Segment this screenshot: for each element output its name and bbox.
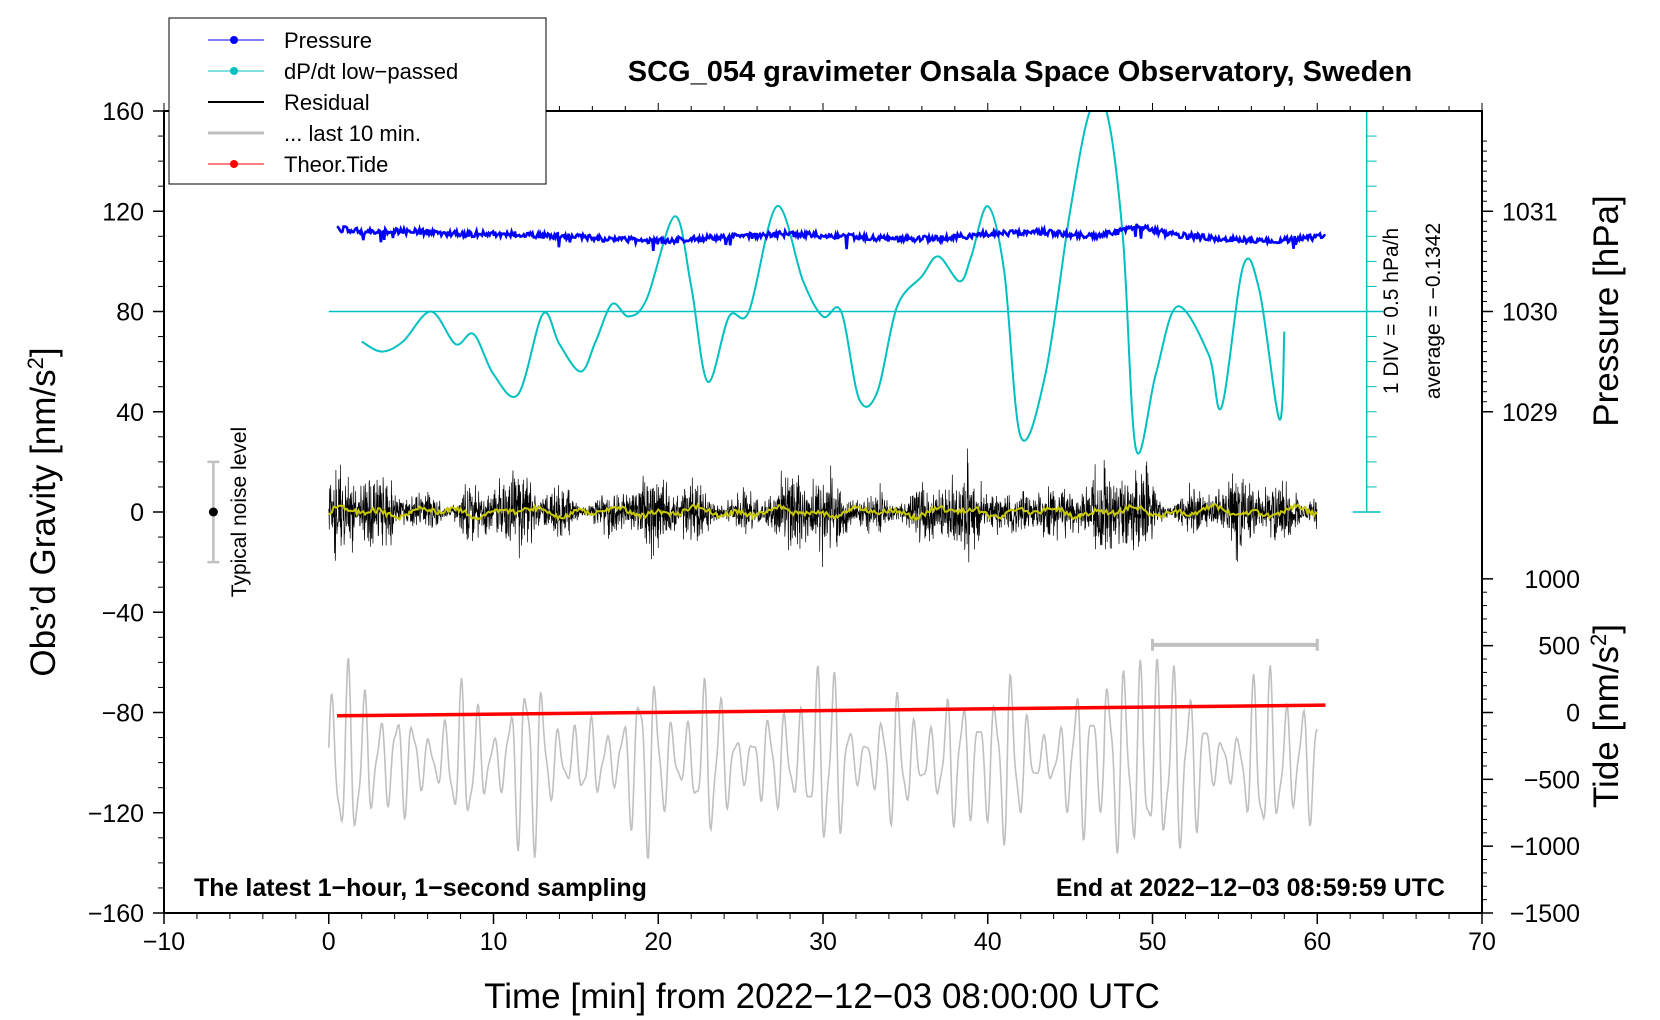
tide-axis-label-end: ] [1587, 624, 1626, 634]
y-tick-label: 120 [102, 198, 144, 226]
x-tick-label: 0 [322, 928, 336, 956]
y-tick-label: 160 [102, 98, 144, 126]
y-tick-label: −40 [102, 599, 144, 627]
pressure-axis-label: Pressure [hPa] [1587, 195, 1626, 427]
pressure-line [336, 223, 1326, 252]
legend-label: Pressure [284, 28, 372, 53]
noise-level-label: Typical noise level [228, 427, 251, 597]
x-tick-label: −10 [143, 928, 185, 956]
gray-oscillation-line [328, 658, 1319, 859]
footer-left-note: The latest 1−hour, 1−second sampling [194, 874, 647, 902]
tide-tick-label: 1000 [1524, 566, 1580, 594]
legend-marker [230, 36, 238, 44]
x-tick-label: 50 [1139, 928, 1167, 956]
x-axis-label: Time [min] from 2022−12−03 08:00:00 UTC [484, 977, 1160, 1016]
footer-right-note: End at 2022−12−03 08:59:59 UTC [1056, 874, 1445, 902]
y-tick-label: −80 [102, 700, 144, 728]
y-tick-label: −160 [88, 900, 144, 928]
x-tick-label: 40 [974, 928, 1002, 956]
legend-label: dP/dt low−passed [284, 59, 458, 84]
x-tick-label: 60 [1303, 928, 1331, 956]
tide-axis-label-main: Tide [nm/s [1587, 646, 1626, 808]
tide-tick-label: −500 [1524, 766, 1580, 794]
axes: −10 0 10 20 30 40 50 60 70 160 120 80 40 0 −40 −80 −120 −… [88, 98, 1580, 956]
y-tick-label: −120 [88, 800, 144, 828]
y-tick-label: 40 [116, 399, 144, 427]
x-tick-label: 70 [1468, 928, 1496, 956]
dpdt-scale-label: 1 DIV = 0.5 hPa/h [1380, 228, 1403, 394]
dpdt-average-label: average = −0.1342 [1422, 223, 1445, 399]
y-axis-label-sup: 2 [23, 357, 48, 369]
tide-tick-label: −1000 [1510, 833, 1580, 861]
y-axis-label-main: Obs’d Gravity [nm/s [24, 369, 63, 676]
tide-tick-label: −1500 [1510, 900, 1580, 928]
legend-label: ... last 10 min. [284, 121, 421, 146]
dpdt-line [361, 111, 1286, 455]
x-tick-label: 10 [480, 928, 508, 956]
legend-label: Residual [284, 90, 370, 115]
theoretical-tide-line [336, 703, 1326, 718]
tide-axis-label-sup: 2 [1586, 634, 1611, 646]
tide-tick-label: 500 [1538, 633, 1580, 661]
legend-marker [230, 160, 238, 168]
x-tick-label: 20 [644, 928, 672, 956]
legend: Pressure dP/dt low−passed Residual ... last… [168, 17, 547, 185]
x-tick-label: 30 [809, 928, 837, 956]
y-tick-label: 80 [116, 299, 144, 327]
tide-tick-label: 0 [1566, 700, 1580, 728]
plot-area [207, 111, 1384, 859]
y-axis-label-end: ] [24, 347, 63, 357]
tide-axis-label: Tide [nm/s2] [1586, 624, 1627, 808]
legend-marker [230, 67, 238, 75]
y-axis-label: Obs’d Gravity [nm/s2] [23, 347, 64, 676]
legend-label: Theor.Tide [284, 152, 388, 177]
pressure-tick-label: 1030 [1502, 299, 1558, 327]
y-tick-label: 0 [130, 499, 144, 527]
noise-bar-center-dot [208, 507, 218, 517]
residual-smoothed-line [328, 502, 1318, 522]
pressure-tick-label: 1031 [1502, 198, 1558, 226]
chart-title: SCG_054 gravimeter Onsala Space Observat… [628, 56, 1412, 88]
pressure-tick-label: 1029 [1502, 399, 1558, 427]
